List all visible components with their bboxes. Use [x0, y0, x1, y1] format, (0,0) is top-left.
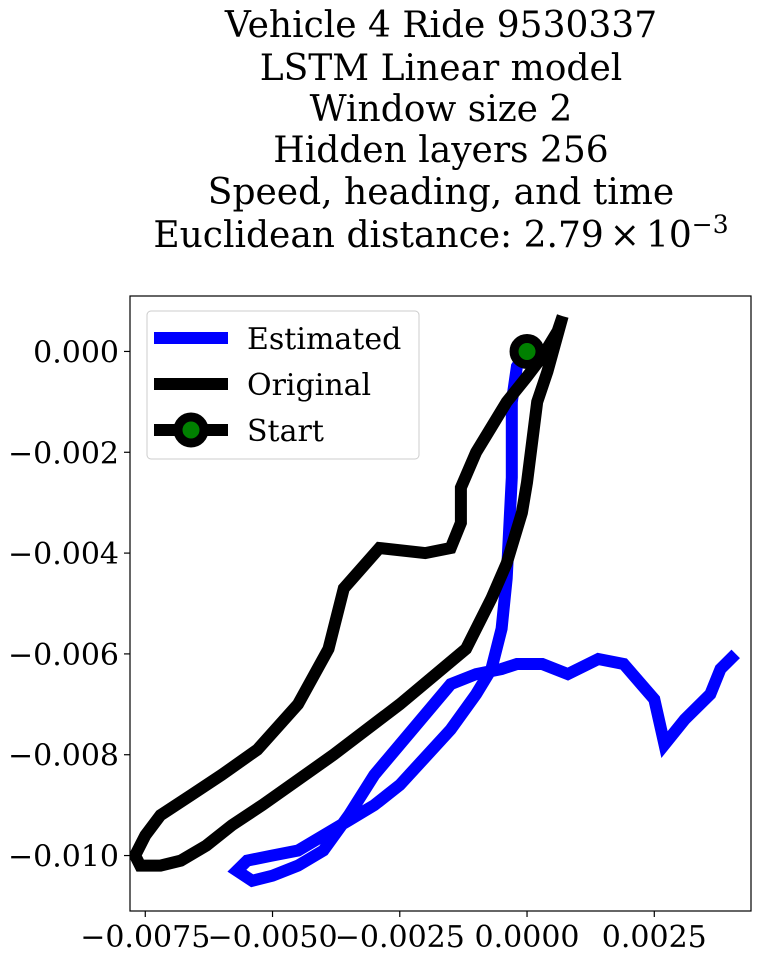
title-line-2: LSTM Linear model — [260, 48, 623, 89]
distance-times: × — [610, 215, 640, 256]
x-tick-label: 0.0025 — [602, 920, 707, 955]
distance-base: 10 — [646, 215, 692, 256]
plot-lines — [130, 314, 740, 888]
distance-mantissa: 2.79 — [524, 215, 604, 256]
legend-swatch-start-marker — [173, 412, 209, 448]
series-line-original — [130, 314, 569, 872]
y-tick-label: −0.006 — [8, 638, 119, 673]
y-tick-label: −0.002 — [8, 436, 119, 471]
axes-frame — [129, 295, 752, 912]
y-axis: 0.000 −0.002 −0.004 −0.006 −0.008 −0.010 — [8, 335, 130, 875]
x-tick-label: −0.0075 — [80, 920, 210, 955]
start-marker-group — [509, 333, 545, 369]
x-tick-label: −0.0025 — [335, 920, 465, 955]
title-line-1: Vehicle 4 Ride 9530337 — [224, 5, 657, 46]
x-axis: −0.0075−0.0050−0.0025 0.0000 0.0025 — [80, 911, 707, 955]
y-tick-label: −0.008 — [8, 739, 119, 774]
x-tick-label: 0.0000 — [475, 920, 580, 955]
legend-label-original: Original — [247, 368, 371, 403]
legend-label-estimated: Estimated — [247, 322, 401, 357]
distance-label: Euclidean distance: — [153, 215, 523, 256]
distance-exponent: −3 — [692, 210, 729, 239]
legend-label-start: Start — [247, 414, 324, 449]
x-tick-label: −0.0050 — [207, 920, 337, 955]
start-point-marker — [509, 333, 545, 369]
title-line-3: Window size 2 — [310, 89, 573, 130]
series-line-estimated — [227, 348, 740, 888]
title-line-5: Speed, heading, and time — [208, 172, 674, 213]
y-tick-label: −0.010 — [8, 840, 119, 875]
legend: Estimated Original Start — [146, 310, 420, 460]
y-tick-label: 0.000 — [33, 335, 119, 370]
title-line-4: Hidden layers 256 — [273, 130, 608, 171]
y-tick-label: −0.004 — [8, 537, 119, 572]
title-line-distance: Euclidean distance: 2.79 × 10−3 — [153, 210, 728, 256]
legend-box — [146, 310, 420, 460]
chart-title: Vehicle 4 Ride 9530337 LSTM Linear model… — [153, 5, 728, 256]
